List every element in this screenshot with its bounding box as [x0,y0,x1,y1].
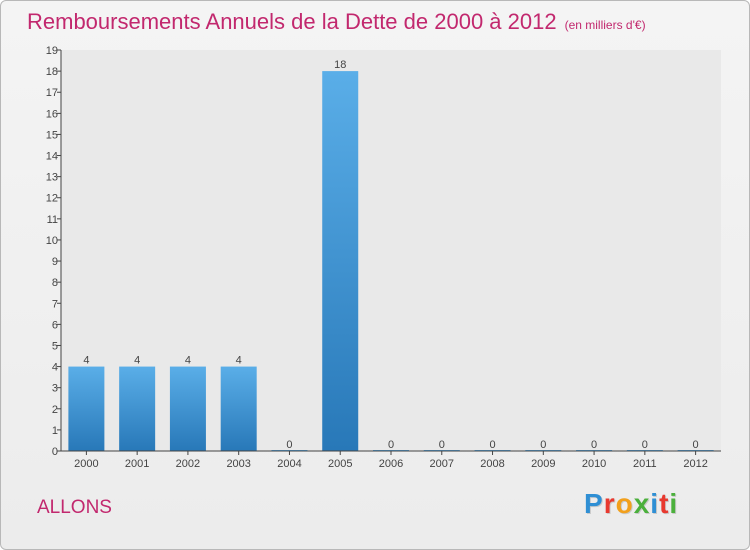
y-tick-label: 1 [52,425,58,437]
bar [169,366,206,451]
y-tick-label: 10 [46,235,58,247]
bar-value-label: 0 [693,439,699,451]
y-tick-label: 17 [46,87,58,99]
y-tick-label: 19 [46,45,58,57]
y-tick-label: 4 [52,362,58,374]
x-tick-label: 2002 [176,458,200,470]
chart-title: Remboursements Annuels de la Dette de 20… [27,9,646,35]
bars: 4 4 4 4 0 18 0 0 0 0 0 0 0 [68,59,714,452]
x-tick-label: 2008 [480,458,504,470]
x-tick-label: 2006 [379,458,403,470]
chart-unit: (en milliers d'€) [564,18,646,32]
logo-letter: i [650,488,660,519]
x-axis: 2000 2001 2002 2003 2004 2005 2006 2007 2008 2009… [61,450,721,470]
y-tick-label: 8 [52,277,58,289]
y-tick-label: 14 [46,151,58,163]
x-tick-label: 2011 [633,458,657,470]
x-tick-label: 2010 [582,458,606,470]
y-tick-label: 15 [46,129,58,141]
logo-letter: i [669,488,679,519]
x-tick-label: 2004 [277,458,301,470]
x-tick-label: 2001 [125,458,149,470]
bar-value-label: 0 [489,439,495,451]
logo-letter: o [615,488,634,519]
y-tick-label: 6 [52,319,58,331]
x-tick-label: 2000 [74,458,98,470]
town-name: ALLONS [37,497,112,518]
x-tick-label: 2012 [683,458,707,470]
y-tick-label: 11 [47,214,58,226]
y-tick-label: 0 [52,446,58,458]
bar-value-label: 4 [134,355,140,367]
x-tick-label: 2007 [430,458,454,470]
plot-area [61,50,721,451]
bar [119,366,156,451]
x-tick-label: 2009 [531,458,555,470]
y-tick-label: 16 [46,108,58,120]
y-tick-label: 3 [52,383,58,395]
bar-value-label: 4 [236,355,242,367]
x-tick-label: 2003 [226,458,250,470]
logo-letter: t [659,488,670,519]
proxiti-logo[interactable]: Proxiti [584,488,678,520]
logo-letter: x [633,488,651,519]
chart-title-text: Remboursements Annuels de la Dette de 20… [27,9,557,34]
x-tick-label: 2005 [328,458,352,470]
y-tick-label: 18 [46,66,58,78]
bar-value-label: 0 [642,439,648,451]
bar-value-label: 0 [540,439,546,451]
logo-letter: r [603,488,616,519]
bar-value-label: 0 [286,439,292,451]
y-tick-label: 13 [46,172,58,184]
bar-value-label: 4 [83,355,89,367]
y-tick-label: 12 [46,193,58,205]
bar-value-label: 4 [185,355,191,367]
bar-value-label: 18 [334,59,346,71]
bar-value-label: 0 [388,439,394,451]
y-tick-label: 2 [52,404,58,416]
y-tick-label: 7 [52,298,58,310]
y-tick-label: 9 [52,256,58,268]
bar-value-label: 0 [439,439,445,451]
bar-value-label: 0 [591,439,597,451]
logo-letter: P [584,488,604,519]
bar [220,366,257,451]
bar [68,366,105,451]
bar [322,71,359,452]
y-tick-label: 5 [52,340,58,352]
